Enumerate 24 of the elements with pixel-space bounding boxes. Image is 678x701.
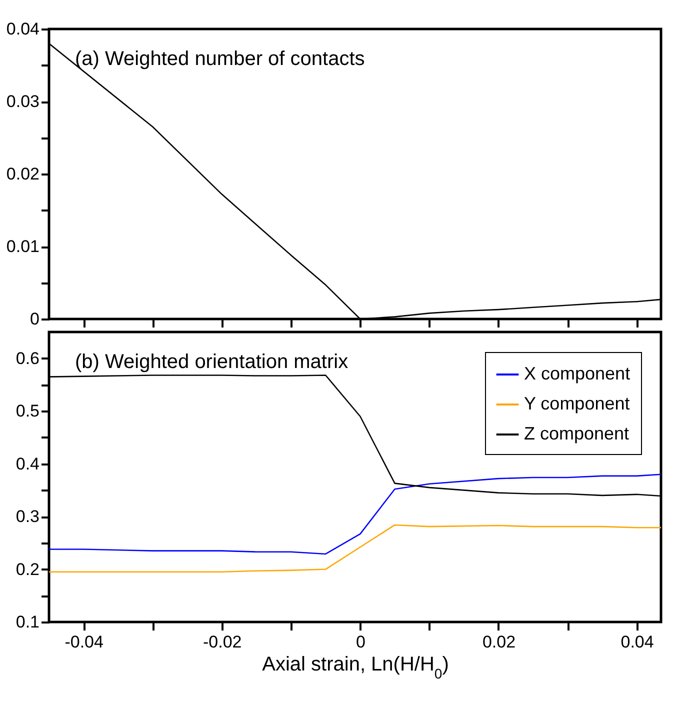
legend-label: X component <box>524 364 630 384</box>
x-tick-label: 0.04 <box>620 632 654 652</box>
y-tick-label: 0.2 <box>16 560 40 579</box>
y-tick-label: 0.03 <box>6 92 40 111</box>
x-tick-label: 0 <box>356 632 366 652</box>
y-tick-label: 0.3 <box>16 507 40 526</box>
y-tick-label: 0.5 <box>16 402 40 421</box>
y-tick-label: 0.4 <box>16 454 40 474</box>
legend-label: Y component <box>524 394 630 414</box>
y-tick-label: 0.01 <box>6 237 40 256</box>
line-series <box>49 474 661 555</box>
legend-label: Z component <box>524 424 630 444</box>
y-tick-label: 0.02 <box>6 164 40 184</box>
y-tick-label: 0.6 <box>16 348 40 368</box>
annotation: (a) Weighted number of contacts <box>75 48 365 70</box>
annotation: (b) Weighted orientation matrix <box>75 351 348 373</box>
x-axis-title: Axial strain, Ln(H/H$_{0}$) <box>262 654 449 682</box>
x-tick-label: -0.02 <box>203 632 242 652</box>
y-tick-label: 0 <box>30 310 40 328</box>
x-tick-label: -0.04 <box>64 632 104 652</box>
y-tick-label: 0.04 <box>6 20 40 38</box>
line-series <box>49 524 661 573</box>
y-tick-label: 0.1 <box>16 612 40 632</box>
x-tick-label: 0.02 <box>482 632 516 652</box>
